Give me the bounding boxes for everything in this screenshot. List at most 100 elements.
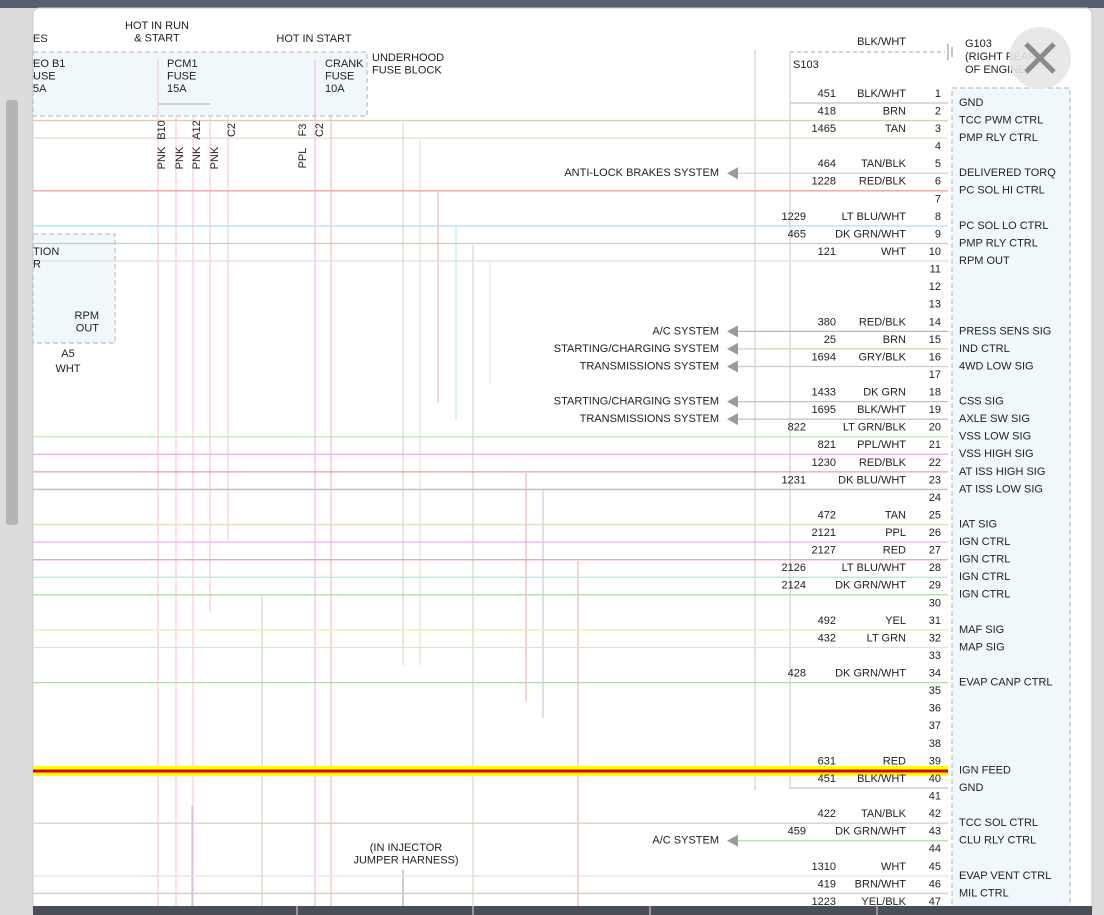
wire-color: WHT: [881, 246, 906, 258]
wire-color: PNK: [209, 146, 221, 169]
pin-number: 12: [929, 281, 941, 293]
fuse-label: 10A: [325, 83, 345, 95]
circuit-number: 418: [818, 105, 836, 117]
top-bar: [0, 0, 1104, 8]
wire-color: RED/BLK: [859, 457, 907, 469]
pin-number: 19: [929, 404, 941, 416]
fuse-label: FUSE: [167, 70, 196, 82]
circuit-number: 432: [818, 632, 836, 644]
fuse-label: FUSE: [325, 70, 354, 82]
wire-color: PNK: [191, 146, 203, 169]
supply-label: HOT IN START: [276, 33, 351, 45]
circuit-number: 2124: [782, 580, 806, 592]
circuit-number: 1229: [782, 211, 806, 223]
close-icon[interactable]: [1024, 42, 1056, 74]
circuit-number: 428: [788, 668, 806, 680]
wire-color: PNK: [174, 146, 186, 169]
system-link: TRANSMISSIONS SYSTEM: [580, 413, 719, 425]
wire-color: DK GRN/WHT: [835, 826, 906, 838]
pin-number: 7: [935, 193, 941, 205]
wire-color: DK GRN/WHT: [835, 668, 906, 680]
pin-function: PMP RLY CTRL: [959, 132, 1038, 144]
pin-number: 46: [929, 878, 941, 890]
pin-function: EVAP VENT CTRL: [959, 870, 1051, 882]
link-arrow: [727, 834, 738, 847]
system-link: STARTING/CHARGING SYSTEM: [554, 343, 719, 355]
circuit-number: 1465: [812, 123, 836, 135]
pin-number: 37: [929, 720, 941, 732]
pin-number: 34: [929, 668, 941, 680]
module-label: TION: [33, 246, 59, 258]
wire-color: PPL: [297, 148, 309, 169]
circuit-number: 631: [818, 755, 836, 767]
circuit-number: 1695: [812, 404, 836, 416]
fuse-label: USE: [33, 70, 56, 82]
wire-color: BRN/WHT: [855, 878, 907, 890]
circuit-number: 822: [788, 422, 806, 434]
pin-function: MIL CTRL: [959, 887, 1009, 899]
fuse-label: 15A: [167, 83, 187, 95]
pin-function: GND: [959, 782, 984, 794]
system-link: TRANSMISSIONS SYSTEM: [580, 360, 719, 372]
pin-number: 40: [929, 773, 941, 785]
pin-number: 47: [929, 896, 941, 908]
circuit-number: 1310: [812, 861, 836, 873]
pin-function: MAP SIG: [959, 641, 1005, 653]
pin-number: 30: [929, 597, 941, 609]
circuit-number: 1433: [812, 387, 836, 399]
pin-number: 27: [929, 545, 941, 557]
pin-number: 31: [929, 615, 941, 627]
pin-function: EVAP CANP CTRL: [959, 677, 1053, 689]
link-arrow: [727, 167, 738, 180]
pin-number: 42: [929, 808, 941, 820]
pin-number: 17: [929, 369, 941, 381]
wire-color: RED: [883, 755, 906, 767]
fuse-pin: F3: [297, 124, 309, 137]
pin-number: 10: [929, 246, 941, 258]
pin-number: 24: [929, 492, 941, 504]
pin-function: PC SOL HI CTRL: [959, 185, 1045, 197]
module-pin-label: OUT: [76, 322, 100, 334]
module-box: [32, 233, 116, 344]
pin-number: 33: [929, 650, 941, 662]
pin-number: 21: [929, 439, 941, 451]
supply-label: & START: [134, 32, 180, 44]
wire-color: BLK/WHT: [857, 88, 906, 100]
wire-color: DK GRN/WHT: [835, 228, 906, 240]
ground-label: G103: [965, 38, 992, 50]
scrollbar-thumb[interactable]: [6, 100, 18, 525]
pin-function: PMP RLY CTRL: [959, 237, 1038, 249]
circuit-number: 821: [818, 439, 836, 451]
fuse-block-label: UNDERHOOD: [372, 52, 444, 64]
circuit-number: 419: [818, 878, 836, 890]
fuse-pin: C2: [226, 123, 238, 137]
wire-color: BRN: [883, 334, 906, 346]
pin-function: AT ISS LOW SIG: [959, 483, 1043, 495]
fuse-block: [32, 51, 368, 117]
link-arrow: [727, 342, 738, 355]
circuit-number: 1694: [812, 351, 836, 363]
wire-color: LT GRN: [867, 632, 906, 644]
circuit-number: 464: [818, 158, 836, 170]
fuse-pin: C2: [314, 123, 326, 137]
pin-number: 13: [929, 299, 941, 311]
link-arrow: [727, 413, 738, 426]
pin-function: AXLE SW SIG: [959, 413, 1030, 425]
wire-color: BLK/WHT: [857, 404, 906, 416]
pin-number: 23: [929, 474, 941, 486]
pin-function: CSS SIG: [959, 396, 1004, 408]
pin-number: 29: [929, 580, 941, 592]
pcm-connector: [951, 87, 1071, 915]
wire-color: PPL/WHT: [857, 439, 906, 451]
pin-number: 32: [929, 632, 941, 644]
close-button[interactable]: [1009, 27, 1071, 89]
circuit-number: 1228: [812, 176, 836, 188]
partial-label: ES: [33, 33, 48, 45]
pin-function: CLU RLY CTRL: [959, 835, 1036, 847]
link-arrow: [727, 395, 738, 408]
fuse-block-label: FUSE BLOCK: [372, 64, 442, 76]
circuit-number: 2121: [812, 527, 836, 539]
system-link: A/C SYSTEM: [652, 325, 719, 337]
pin-function: AT ISS HIGH SIG: [959, 466, 1045, 478]
pin-number: 9: [935, 228, 941, 240]
